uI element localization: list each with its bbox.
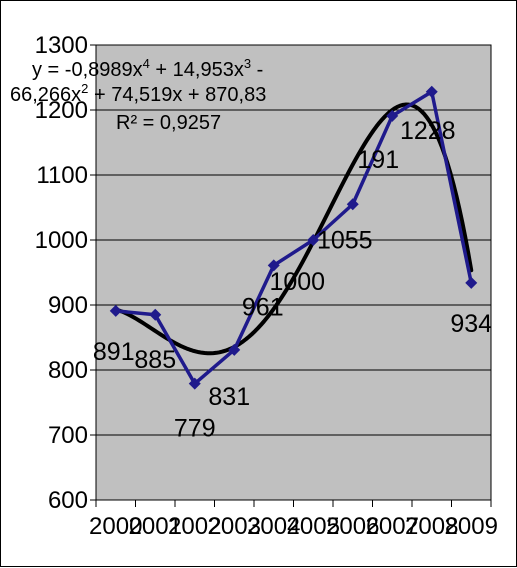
axes: 600 700 800 900 1000 1100 1200 1300 200020012002…	[35, 32, 498, 540]
data-label-2006: 1055	[317, 226, 373, 254]
series-line	[115, 90, 473, 386]
x-tick-label-2007: 2007	[366, 513, 419, 540]
equation-line-1: y = -0,8989x4 + 14,953x3 -	[32, 56, 263, 81]
data-point-2007	[386, 109, 399, 122]
plot-area	[95, 44, 492, 501]
data-point-2006	[346, 198, 359, 211]
series-layer	[109, 85, 478, 390]
data-point-2002	[188, 377, 201, 390]
y-tick-label-900: 900	[48, 292, 88, 319]
equation-line-2: 66,266x2 + 74,519x + 870,83	[10, 81, 266, 106]
x-tick-label-2001: 2001	[129, 513, 182, 540]
y-tick-label-700: 700	[48, 422, 88, 449]
x-tick-label-2005: 2005	[287, 513, 340, 540]
data-point-2009	[465, 276, 478, 289]
y-tick-label-1300: 1300	[35, 32, 88, 59]
data-label-2008: 1228	[400, 117, 456, 145]
data-label-2003: 831	[208, 383, 250, 411]
data-label-2004: 961	[242, 293, 284, 321]
x-tick-label-2004: 2004	[247, 513, 300, 540]
y-tick-label-1100: 1100	[36, 162, 88, 189]
data-point-2000	[109, 304, 122, 317]
y-tick-label-1200: 1200	[35, 97, 88, 124]
r-squared-label: R² = 0,9257	[116, 112, 221, 134]
trendline-equation: y = -0,8989x4 + 14,953x3 - 66,266x2 + 74…	[10, 56, 266, 134]
data-label-2009: 934	[450, 310, 492, 338]
data-point-2001	[149, 308, 162, 321]
y-tick-label-1000: 1000	[35, 227, 88, 254]
x-tick-label-2009: 2009	[445, 513, 498, 540]
data-point-2004	[267, 259, 280, 272]
x-tick-label-2003: 2003	[208, 513, 261, 540]
x-tick-label-2006: 2006	[326, 513, 379, 540]
data-label-2001: 885	[134, 346, 176, 374]
y-tick-label-800: 800	[48, 357, 88, 384]
gridlines	[96, 109, 491, 436]
data-label-2002: 779	[174, 415, 216, 443]
x-tick-label-2000: 2000	[89, 513, 142, 540]
y-tick-label-600: 600	[48, 487, 88, 514]
data-label-2000: 891	[93, 338, 135, 366]
x-tick-label-2002: 2002	[168, 513, 221, 540]
data-label-2007: 191	[357, 146, 399, 174]
data-label-2005: 1000	[269, 268, 325, 296]
data-point-2003	[228, 343, 241, 356]
data-point-2005	[307, 234, 320, 246]
x-tick-label-2008: 2008	[405, 513, 458, 540]
data-point-2008	[425, 85, 438, 98]
